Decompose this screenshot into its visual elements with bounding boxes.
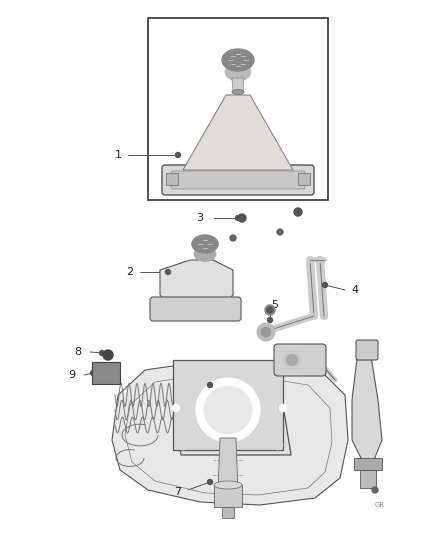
Polygon shape <box>160 260 233 300</box>
Polygon shape <box>112 362 348 505</box>
Bar <box>92 362 120 384</box>
Text: GR: GR <box>375 502 385 508</box>
Circle shape <box>208 480 212 484</box>
Ellipse shape <box>232 90 244 94</box>
Bar <box>148 18 328 200</box>
Text: 4: 4 <box>351 285 359 295</box>
Text: 8: 8 <box>74 347 81 357</box>
Circle shape <box>208 383 212 387</box>
Polygon shape <box>218 438 238 492</box>
Circle shape <box>268 318 272 322</box>
Circle shape <box>178 370 188 380</box>
Text: 2: 2 <box>127 267 134 277</box>
Circle shape <box>99 351 105 356</box>
Circle shape <box>372 487 378 493</box>
Circle shape <box>265 305 275 315</box>
Polygon shape <box>222 507 234 518</box>
Bar <box>354 458 382 470</box>
Circle shape <box>238 214 246 222</box>
Circle shape <box>286 354 298 366</box>
Bar <box>298 173 310 185</box>
Circle shape <box>236 215 240 221</box>
Ellipse shape <box>214 481 242 489</box>
Circle shape <box>257 323 275 341</box>
FancyBboxPatch shape <box>274 344 326 376</box>
Polygon shape <box>232 78 244 92</box>
Text: 5: 5 <box>272 300 279 310</box>
Text: 1: 1 <box>114 150 121 160</box>
Circle shape <box>279 404 287 412</box>
FancyBboxPatch shape <box>356 340 378 360</box>
Text: 7: 7 <box>174 487 182 497</box>
Circle shape <box>204 386 252 434</box>
Ellipse shape <box>194 246 216 262</box>
Circle shape <box>91 370 95 376</box>
Polygon shape <box>173 405 291 455</box>
Circle shape <box>261 327 271 337</box>
Bar <box>214 485 242 507</box>
Circle shape <box>166 270 170 274</box>
Polygon shape <box>352 350 382 460</box>
Bar <box>173 360 283 450</box>
Circle shape <box>196 378 260 442</box>
Ellipse shape <box>222 49 254 71</box>
Bar <box>360 470 376 488</box>
Ellipse shape <box>225 63 251 81</box>
Text: 9: 9 <box>68 370 76 380</box>
Circle shape <box>178 440 188 450</box>
Circle shape <box>267 307 273 313</box>
Circle shape <box>230 235 236 241</box>
Circle shape <box>103 350 113 360</box>
Circle shape <box>322 282 328 287</box>
Circle shape <box>277 229 283 235</box>
Circle shape <box>273 440 283 450</box>
FancyBboxPatch shape <box>150 297 241 321</box>
Polygon shape <box>183 95 293 170</box>
Circle shape <box>172 404 180 412</box>
Circle shape <box>282 350 302 370</box>
Circle shape <box>273 370 283 380</box>
FancyBboxPatch shape <box>171 171 305 189</box>
FancyBboxPatch shape <box>162 165 314 195</box>
Text: 6: 6 <box>177 363 184 373</box>
Text: 3: 3 <box>197 213 204 223</box>
Circle shape <box>294 208 302 216</box>
Circle shape <box>176 152 180 157</box>
Ellipse shape <box>192 235 218 253</box>
Bar <box>166 173 178 185</box>
